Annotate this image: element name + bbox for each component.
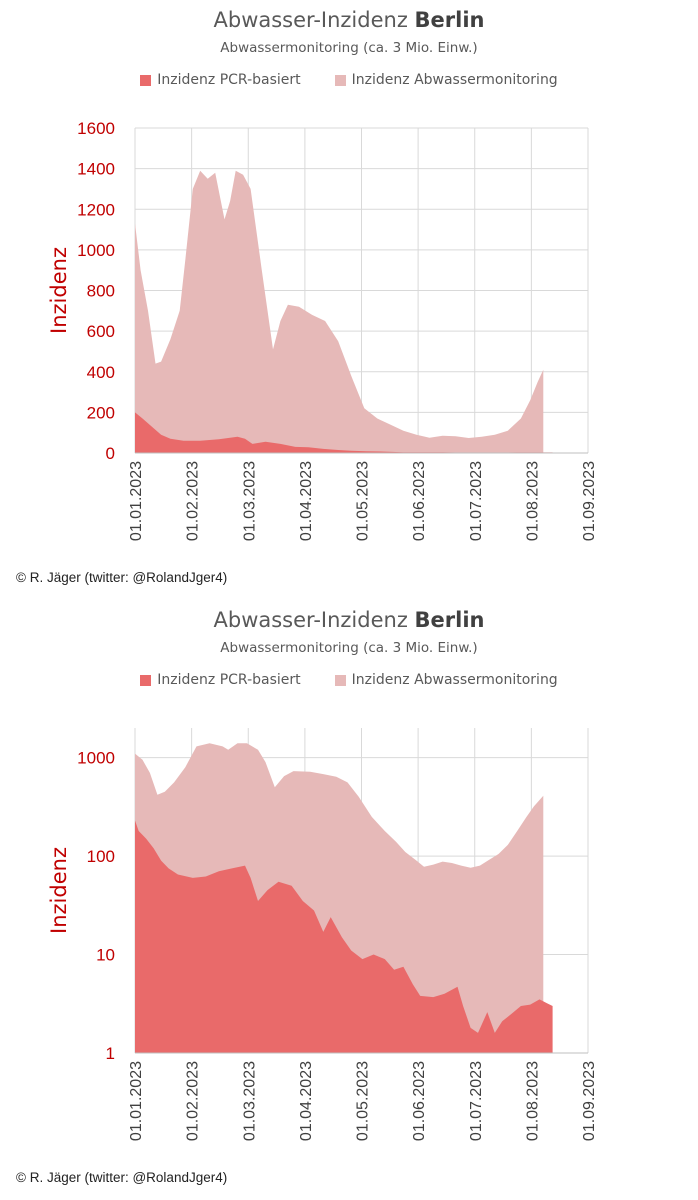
legend-swatch-abwasser [334, 74, 346, 86]
x-tick-label: 01.06.2023 [411, 461, 428, 541]
y-tick-label: 1400 [77, 160, 115, 179]
legend-item-pcr: Inzidenz PCR-basiert [140, 72, 301, 88]
x-tick-label: 01.07.2023 [468, 1061, 485, 1141]
copyright-text: © R. Jäger (twitter: @RolandJger4) [16, 1170, 228, 1185]
chart-title: Abwasser-Inzidenz Berlin [0, 608, 698, 632]
x-tick-label: 01.02.2023 [185, 461, 202, 541]
legend-item-abwasser: Inzidenz Abwassermonitoring [334, 672, 558, 688]
chart-panel-linear: Abwasser-Inzidenz Berlin Abwassermonitor… [0, 8, 698, 585]
legend-swatch-pcr [140, 674, 152, 686]
y-tick-label: 1000 [77, 241, 115, 260]
series-area-pcr [135, 820, 553, 1053]
title-prefix: Abwasser-Inzidenz [213, 608, 415, 632]
legend-swatch-pcr [140, 74, 152, 86]
y-tick-label: 1 [106, 1044, 115, 1063]
x-tick-label: 01.09.2023 [581, 1061, 598, 1141]
series-area-abwasser [135, 170, 544, 453]
chart-area-linear: 0 200 400 600 800 1000 1200 1400 1600 01.01.2023 0… [47, 119, 598, 541]
chart-legend: Inzidenz PCR-basiert Inzidenz Abwassermo… [0, 72, 698, 88]
x-tick-label: 01.03.2023 [241, 1061, 258, 1141]
x-tick-label: 01.05.2023 [355, 461, 372, 541]
y-tick-label: 100 [87, 847, 115, 866]
y-axis-label: Inzidenz [47, 247, 71, 334]
y-tick-label: 800 [87, 282, 115, 301]
legend-item-pcr: Inzidenz PCR-basiert [140, 672, 301, 688]
legend-item-abwasser: Inzidenz Abwassermonitoring [334, 72, 558, 88]
chart-legend: Inzidenz PCR-basiert Inzidenz Abwassermo… [0, 672, 698, 688]
legend-label-pcr: Inzidenz PCR-basiert [157, 672, 301, 688]
x-tick-label: 01.01.2023 [128, 461, 145, 541]
series-area-pcr [135, 412, 553, 453]
x-tick-label: 01.01.2023 [128, 1061, 145, 1141]
x-tick-label: 01.03.2023 [241, 461, 258, 541]
title-prefix: Abwasser-Inzidenz [213, 8, 415, 32]
y-tick-label: 10 [96, 946, 115, 965]
copyright-text: © R. Jäger (twitter: @RolandJger4) [16, 570, 228, 585]
y-tick-label: 600 [87, 322, 115, 341]
legend-label-pcr: Inzidenz PCR-basiert [157, 72, 301, 88]
chart-panel-log: Abwasser-Inzidenz Berlin Abwassermonitor… [0, 600, 698, 1200]
x-tick-label: 01.04.2023 [298, 461, 315, 541]
x-tick-label: 01.04.2023 [298, 1061, 315, 1141]
title-bold: Berlin [414, 8, 485, 32]
chart-title: Abwasser-Inzidenz Berlin [0, 8, 698, 32]
y-tick-label: 1200 [77, 200, 115, 219]
legend-swatch-abwasser [334, 674, 346, 686]
chart-subtitle: Abwassermonitoring (ca. 3 Mio. Einw.) [220, 640, 478, 656]
x-tick-label: 01.08.2023 [524, 1061, 541, 1141]
chart-area-log: 1 10 100 1000 01.01.2023 01.02.2023 01.03.2023… [47, 728, 598, 1141]
y-tick-label: 200 [87, 403, 115, 422]
x-tick-label: 01.02.2023 [185, 1061, 202, 1141]
y-tick-label: 0 [106, 444, 115, 463]
y-tick-label: 1000 [77, 749, 115, 768]
y-tick-label: 400 [87, 363, 115, 382]
x-tick-label: 01.08.2023 [524, 461, 541, 541]
legend-label-abwasser: Inzidenz Abwassermonitoring [351, 72, 558, 88]
x-tick-label: 01.05.2023 [355, 1061, 372, 1141]
legend-label-abwasser: Inzidenz Abwassermonitoring [351, 672, 558, 688]
x-tick-label: 01.07.2023 [468, 461, 485, 541]
x-tick-label: 01.06.2023 [411, 1061, 428, 1141]
y-axis-label: Inzidenz [47, 847, 71, 934]
x-tick-label: 01.09.2023 [581, 461, 598, 541]
title-bold: Berlin [414, 608, 485, 632]
y-tick-label: 1600 [77, 119, 115, 138]
chart-subtitle: Abwassermonitoring (ca. 3 Mio. Einw.) [220, 40, 478, 56]
